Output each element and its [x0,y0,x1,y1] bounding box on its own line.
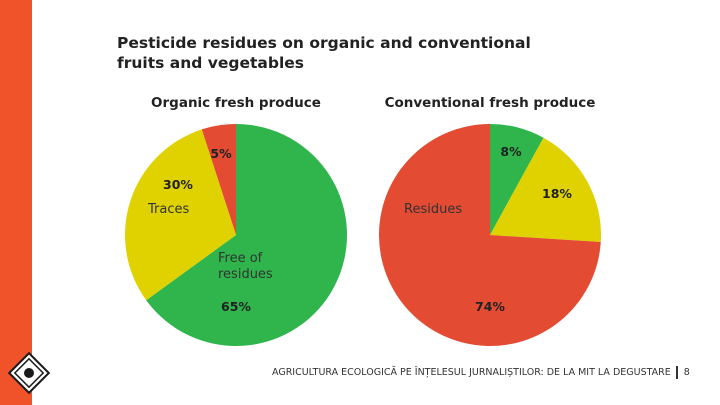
organic-slice-2 [125,129,236,301]
organic-value-label-0: 5% [210,146,232,161]
chart-title-line-2: fruits and vegetables [117,54,304,72]
organic-category-label-2: Traces [147,202,189,217]
left-accent-bar [0,0,32,405]
conventional-slice-0 [490,124,544,235]
organic-pie-title: Organic fresh produce [151,95,321,111]
conventional-value-label-2: 74% [475,299,505,314]
footer: AGRICULTURA ECOLOGICĂ PE ÎNȚELESUL JURNA… [272,366,690,379]
conventional-value-label-1: 18% [542,186,572,201]
conventional-slice-1 [490,137,601,242]
conventional-category-label-2: Residues [404,202,462,217]
footer-text: AGRICULTURA ECOLOGICĂ PE ÎNȚELESUL JURNA… [272,367,671,378]
page-number: 8 [683,367,690,378]
conventional-value-label-0: 8% [500,144,522,159]
footer-separator [675,366,678,379]
organic-slice-1 [146,124,347,347]
chart-title-line-1: Pesticide residues on organic and conven… [117,34,531,52]
conventional-slice-2 [379,124,601,346]
organic-category-label-1: Free of residues [218,251,273,282]
logo-icon [7,351,51,395]
chart-title: Pesticide residues on organic and conven… [117,33,537,73]
organic-value-label-2: 30% [163,177,193,192]
conventional-pie-title: Conventional fresh produce [384,95,596,111]
organic-value-label-1: 65% [221,299,251,314]
organic-slice-0 [201,124,236,235]
